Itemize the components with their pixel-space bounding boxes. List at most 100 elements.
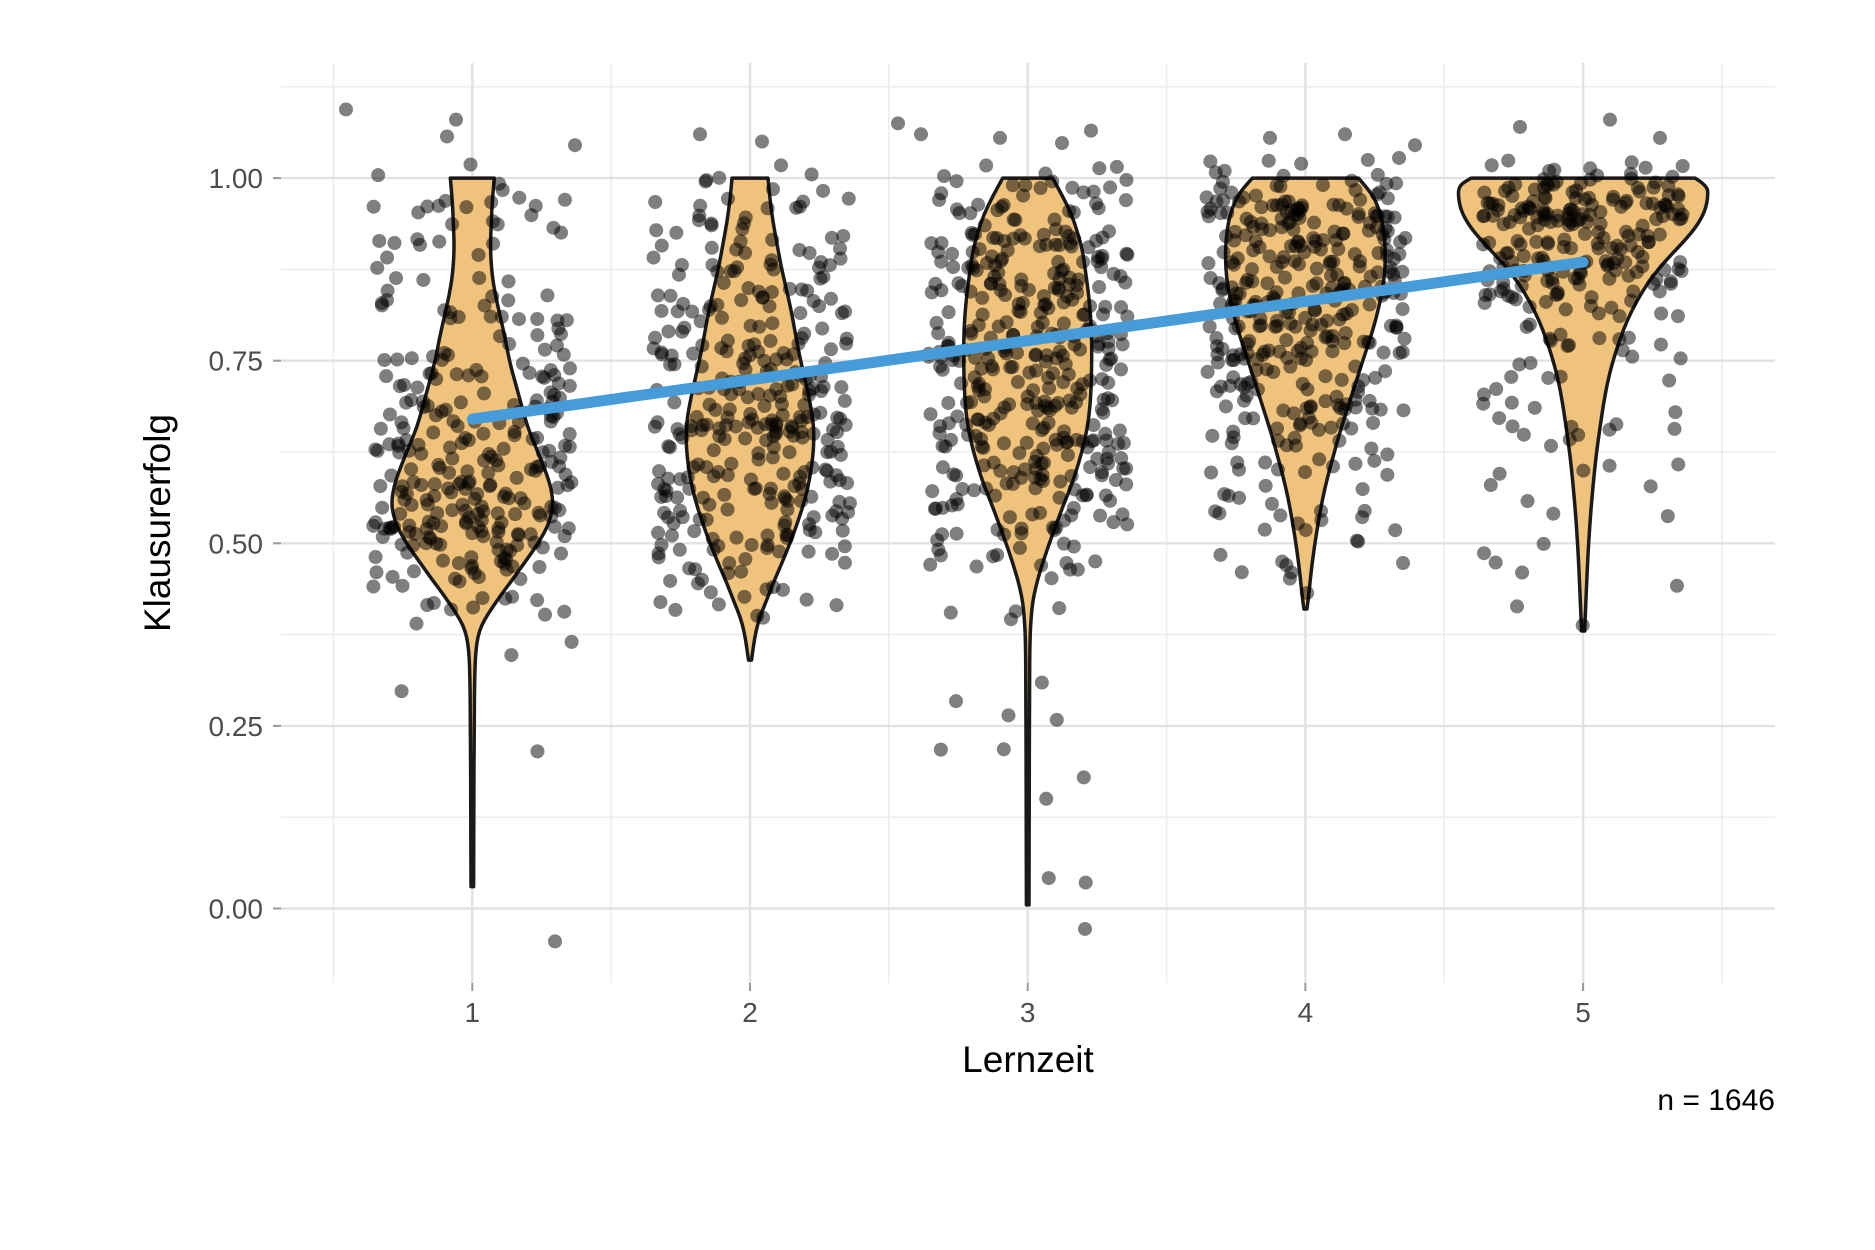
data-point bbox=[1273, 179, 1288, 194]
data-point bbox=[759, 582, 774, 597]
data-point bbox=[950, 497, 965, 512]
data-point bbox=[699, 173, 714, 188]
data-point bbox=[931, 542, 946, 557]
data-point bbox=[1056, 424, 1071, 439]
data-point bbox=[443, 440, 458, 455]
data-point bbox=[976, 458, 991, 473]
data-point bbox=[1492, 411, 1507, 426]
data-point bbox=[1618, 255, 1633, 270]
data-point bbox=[1279, 333, 1294, 348]
data-point bbox=[432, 234, 447, 249]
data-point bbox=[813, 271, 828, 286]
data-point bbox=[1380, 447, 1395, 462]
data-point bbox=[1318, 394, 1333, 409]
y-tick-0.00: 0.00 bbox=[209, 894, 264, 925]
data-point bbox=[1519, 319, 1534, 334]
x-tick-2: 2 bbox=[742, 997, 758, 1028]
data-point bbox=[1038, 166, 1053, 181]
data-point bbox=[760, 528, 775, 543]
data-point bbox=[777, 518, 792, 533]
data-point bbox=[1510, 234, 1525, 249]
data-point bbox=[1653, 337, 1668, 352]
data-point bbox=[663, 288, 678, 303]
data-point bbox=[1053, 474, 1068, 489]
data-point bbox=[1109, 159, 1124, 174]
data-point bbox=[1608, 263, 1623, 278]
data-point bbox=[1641, 235, 1656, 250]
data-point bbox=[1311, 422, 1326, 437]
data-point bbox=[1380, 467, 1395, 482]
data-point bbox=[1215, 281, 1230, 296]
data-point bbox=[1546, 506, 1561, 521]
data-point bbox=[977, 218, 992, 233]
data-point bbox=[695, 338, 710, 353]
data-point bbox=[1347, 247, 1362, 262]
data-point bbox=[793, 306, 808, 321]
data-point bbox=[1670, 309, 1685, 324]
data-point bbox=[426, 349, 441, 364]
data-point bbox=[1512, 357, 1527, 372]
data-point bbox=[792, 476, 807, 491]
data-point bbox=[952, 353, 967, 368]
data-point bbox=[1055, 348, 1070, 363]
data-point bbox=[1671, 457, 1686, 472]
data-point bbox=[454, 474, 469, 489]
data-point bbox=[964, 395, 979, 410]
data-point bbox=[776, 466, 791, 481]
data-point bbox=[562, 361, 577, 376]
data-point bbox=[1048, 398, 1063, 413]
data-point bbox=[1291, 257, 1306, 272]
data-point bbox=[990, 522, 1005, 537]
data-point bbox=[661, 471, 676, 486]
data-point bbox=[547, 500, 562, 515]
data-point bbox=[1324, 420, 1339, 435]
data-point bbox=[1572, 277, 1587, 292]
data-point bbox=[1268, 319, 1283, 334]
data-point bbox=[816, 183, 831, 198]
data-point bbox=[984, 249, 999, 264]
data-point bbox=[1119, 246, 1134, 261]
data-point bbox=[1258, 478, 1273, 493]
data-point bbox=[1234, 565, 1249, 580]
data-point bbox=[990, 203, 1005, 218]
data-point bbox=[466, 600, 481, 615]
x-tick-3: 3 bbox=[1020, 997, 1036, 1028]
data-point bbox=[1529, 234, 1544, 249]
data-point bbox=[1545, 271, 1560, 286]
data-point bbox=[532, 560, 547, 575]
data-point bbox=[935, 362, 950, 377]
data-point bbox=[840, 476, 855, 491]
data-point bbox=[1300, 585, 1315, 600]
data-point bbox=[1577, 226, 1592, 241]
data-point bbox=[1069, 278, 1084, 293]
data-point bbox=[1513, 119, 1527, 134]
data-point bbox=[1254, 200, 1269, 215]
data-point bbox=[693, 127, 707, 142]
data-point bbox=[513, 572, 528, 587]
data-point bbox=[664, 348, 679, 363]
data-point bbox=[985, 362, 1000, 377]
data-point bbox=[891, 116, 905, 131]
data-point bbox=[738, 552, 753, 567]
data-point bbox=[1261, 153, 1276, 168]
data-point bbox=[492, 176, 507, 191]
data-point bbox=[1103, 180, 1118, 195]
data-point bbox=[1240, 376, 1255, 391]
data-point bbox=[1290, 516, 1305, 531]
data-point bbox=[1370, 265, 1385, 280]
data-point bbox=[1535, 250, 1550, 265]
data-point bbox=[808, 525, 823, 540]
data-point bbox=[651, 525, 666, 540]
data-point bbox=[427, 489, 442, 504]
data-point bbox=[410, 380, 425, 395]
data-point bbox=[661, 439, 676, 454]
data-point bbox=[720, 333, 735, 348]
data-point bbox=[941, 305, 956, 320]
sample-size-annotation: n = 1646 bbox=[1657, 1084, 1775, 1117]
data-point bbox=[766, 262, 781, 277]
data-point bbox=[799, 592, 814, 607]
data-point bbox=[774, 158, 789, 173]
data-point bbox=[1476, 396, 1491, 411]
data-point bbox=[740, 390, 755, 405]
data-point bbox=[1307, 215, 1322, 230]
